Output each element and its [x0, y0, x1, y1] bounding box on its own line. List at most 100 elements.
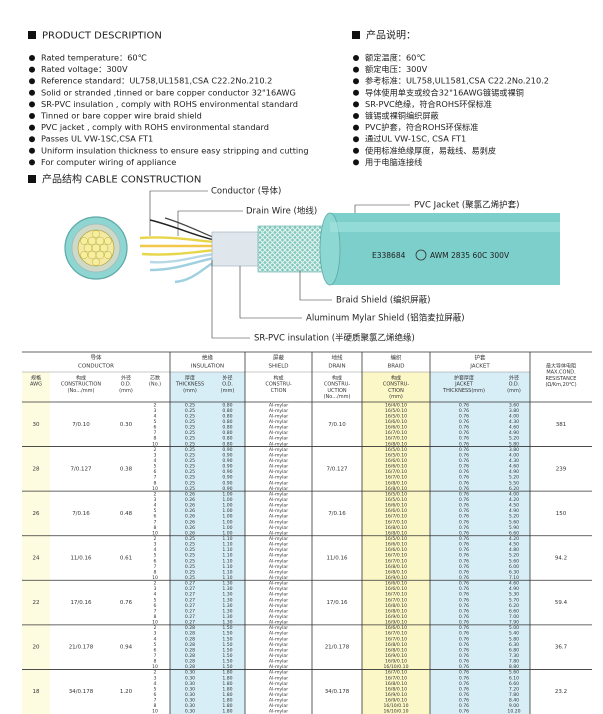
cell: 0.80 [222, 430, 232, 436]
cell: Al-mylar [269, 625, 288, 631]
cell: 3 [154, 497, 157, 503]
cell: 7/0.16 [72, 511, 90, 517]
cell: 34/0.178 [69, 689, 94, 695]
cell: 0.25 [185, 547, 195, 553]
description-item: For computer wiring of appliance [41, 157, 176, 167]
cell: 7 [154, 519, 157, 525]
column-header: THICKNESS(mm) [442, 388, 485, 394]
cell: 16/8/0.10 [385, 569, 407, 575]
cell: 5.20 [509, 436, 519, 442]
cell: 3 [154, 675, 157, 681]
cell: 0.25 [185, 469, 195, 475]
cell: Al-mylar [269, 497, 288, 503]
cell: 16/5/0.10 [385, 491, 407, 497]
cell: 1.10 [222, 536, 232, 542]
cell: 0.76 [459, 447, 469, 453]
cell: 7 [154, 698, 157, 704]
cell: 0.25 [185, 542, 195, 548]
column-header: UCTION [327, 388, 347, 394]
cell: 0.76 [459, 631, 469, 637]
cell: 1.50 [222, 647, 232, 653]
cell: 4.90 [509, 430, 519, 436]
cell: Al-mylar [269, 681, 288, 687]
description-item: Rated temperature：60℃ [41, 53, 147, 63]
cell: 10 [152, 709, 158, 714]
cell: 8.80 [509, 664, 519, 670]
cell: Al-mylar [269, 647, 288, 653]
cell: 0.38 [120, 466, 133, 472]
cell: 1.80 [222, 692, 232, 698]
cell: Al-mylar [269, 408, 288, 414]
column-header: (mm) [389, 394, 403, 400]
bullet [353, 113, 359, 119]
cell: 5 [154, 642, 157, 648]
cell: 0.90 [222, 475, 232, 481]
section-header: 地线 [331, 354, 343, 362]
bullet [353, 66, 359, 73]
cell: 16/6/0.10 [385, 425, 407, 431]
cell: 0.25 [185, 536, 195, 542]
cell: 0.76 [459, 709, 469, 714]
cell: 5.60 [509, 519, 519, 525]
cell: 0.76 [459, 603, 469, 609]
cell: 150 [556, 511, 567, 517]
column-fill [312, 372, 362, 714]
column-header: CTION [271, 388, 287, 394]
cell: 16/4/0.10 [385, 402, 407, 408]
callout-label: Conductor (导体) [211, 186, 281, 197]
cell: 17/0.16 [70, 600, 92, 606]
cell: 1.00 [222, 491, 232, 497]
cell: 6.20 [509, 603, 519, 609]
column-fill [140, 372, 170, 714]
cell: 7/0.10 [72, 422, 90, 428]
bullet [29, 78, 35, 85]
cell: 0.27 [185, 614, 195, 620]
cell: 4.60 [509, 425, 519, 431]
cell: 6.60 [509, 530, 519, 536]
cell: 0.76 [459, 458, 469, 464]
description-item: 导体使用单支或绞合32"16AWG镀锡或裸铜 [365, 87, 524, 97]
cell: 0.76 [459, 647, 469, 653]
cell: 0.76 [459, 553, 469, 559]
cell: 6.30 [509, 642, 519, 648]
bullet [353, 124, 359, 131]
cell: 4.90 [509, 508, 519, 514]
cell: 23.2 [555, 689, 567, 695]
description-item: 使用标准绝缘厚度，易裁线、易剥皮 [365, 145, 496, 155]
cell: 0.25 [185, 425, 195, 431]
cell: 16/6/0.10 [385, 503, 407, 509]
cell: Al-mylar [269, 653, 288, 659]
cell: 9.00 [509, 703, 519, 709]
cell: 0.76 [459, 692, 469, 698]
column-header: 外径 [509, 375, 519, 382]
cell: 5 [154, 508, 157, 514]
cell: 0.90 [222, 447, 232, 453]
section-heading: PRODUCT DESCRIPTION [42, 31, 162, 42]
cell: 7.30 [509, 653, 519, 659]
cell: Al-mylar [269, 486, 288, 492]
column-header: O.D. [509, 382, 520, 388]
cell: 5.20 [509, 514, 519, 520]
cell: Al-mylar [269, 553, 288, 559]
cell: Al-mylar [269, 659, 288, 665]
cell: 0.28 [185, 625, 195, 631]
cell: 16/9/0.10 [385, 698, 407, 704]
cell: 0.80 [222, 441, 232, 447]
cell: 4.00 [509, 413, 519, 419]
cell: 0.76 [459, 620, 469, 626]
cell: 8 [154, 614, 157, 620]
cell: 0.76 [459, 480, 469, 486]
cell: 7 [154, 564, 157, 570]
cell: 17/0.16 [326, 600, 348, 606]
column-header: (No.) [149, 382, 161, 388]
cell: Al-mylar [269, 536, 288, 542]
cell: 2 [154, 670, 157, 676]
cell: 4 [154, 636, 157, 642]
description-item: 通过UL VW-1SC, CSA FT1 [365, 134, 466, 144]
cell: 0.25 [185, 447, 195, 453]
cell: 0.90 [222, 458, 232, 464]
cell: 0.27 [185, 586, 195, 592]
cell: 0.76 [459, 636, 469, 642]
bullet [353, 55, 359, 61]
